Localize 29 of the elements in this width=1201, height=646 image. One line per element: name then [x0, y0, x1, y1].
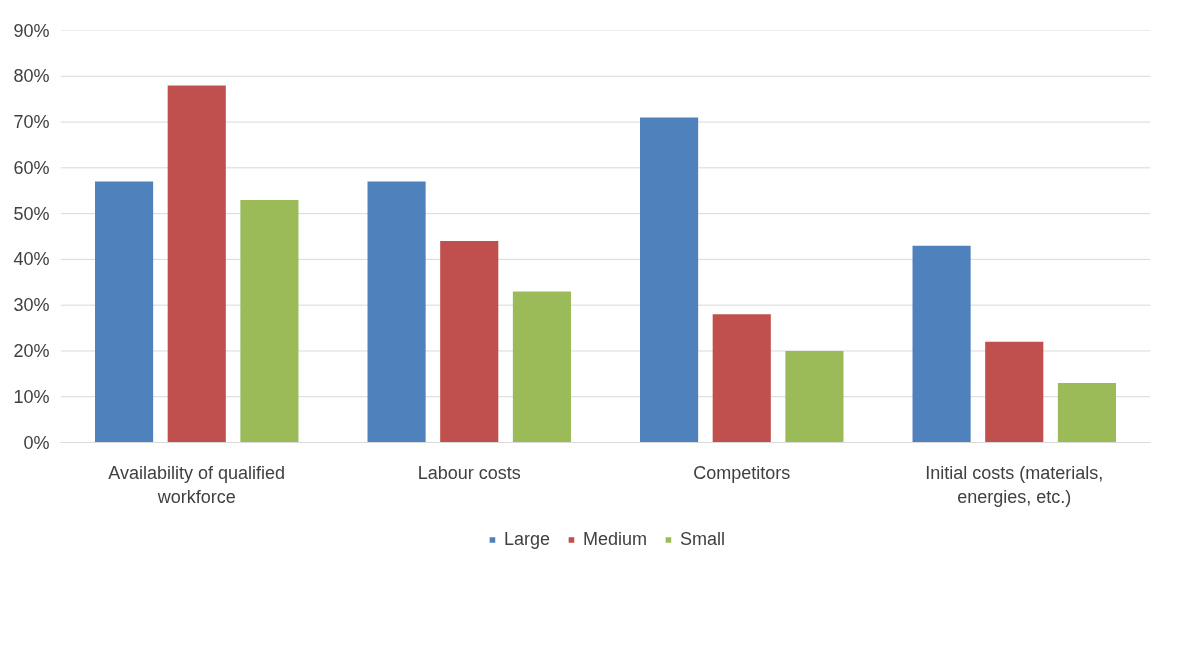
bar: [367, 181, 426, 443]
bar: [512, 291, 571, 443]
y-tick-label: 0%: [23, 432, 50, 453]
bar: [640, 117, 699, 443]
bar: [1057, 382, 1116, 443]
bar: [712, 314, 771, 443]
y-tick-label: 40%: [13, 249, 50, 270]
bar: [240, 199, 299, 443]
x-tick-label: Competitors: [693, 462, 791, 483]
y-tick-label: 70%: [13, 112, 50, 133]
bar: [785, 350, 844, 443]
x-tick-label: Initial costs (materials, energies, etc.): [925, 462, 1104, 507]
legend-label: Small: [680, 528, 726, 550]
y-tick-label: 10%: [13, 386, 50, 407]
legend-label: Medium: [583, 528, 648, 550]
y-tick-label: 60%: [13, 157, 50, 178]
y-tick-label: 30%: [13, 295, 50, 316]
y-tick-label: 50%: [13, 203, 50, 224]
bar: [167, 85, 226, 443]
y-tick-label: 20%: [13, 340, 50, 361]
bar: [985, 341, 1044, 443]
x-tick-label: Availability of qualified workforce: [108, 462, 286, 507]
y-tick-label: 90%: [13, 20, 50, 41]
bar: [95, 181, 154, 443]
legend-label: Large: [503, 528, 550, 550]
bar: [440, 241, 499, 443]
x-tick-label: Labour costs: [417, 462, 521, 483]
y-tick-label: 80%: [13, 66, 50, 87]
bar: [912, 245, 971, 443]
